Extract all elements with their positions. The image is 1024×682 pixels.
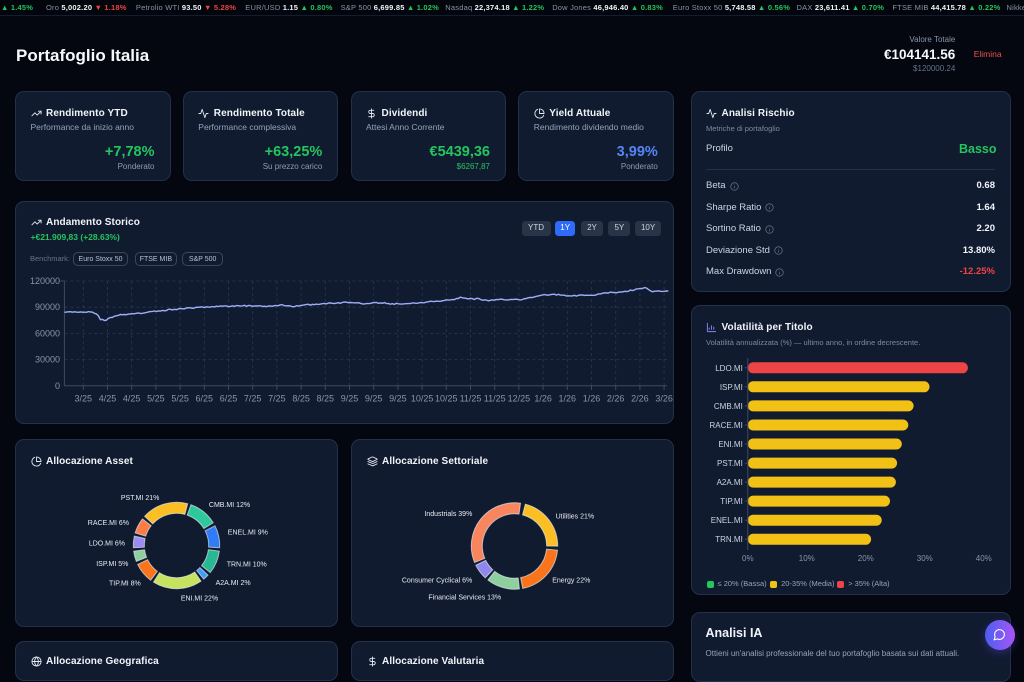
svg-text:Industrials 39%: Industrials 39% [424,511,472,518]
svg-text:ENEL.MI 9%: ENEL.MI 9% [228,529,268,536]
svg-text:120000: 120000 [30,276,60,286]
svg-text:3/25: 3/25 [75,393,93,403]
svg-text:20%: 20% [857,554,873,563]
svg-text:RACE.MI: RACE.MI [709,421,742,430]
svg-text:TRN.MI 10%: TRN.MI 10% [227,561,267,568]
svg-text:30000: 30000 [35,354,60,364]
svg-text:TRN.MI: TRN.MI [715,535,743,544]
svg-text:ENEL.MI: ENEL.MI [710,516,742,525]
svg-text:8/25: 8/25 [317,393,335,403]
svg-text:6/25: 6/25 [220,393,238,403]
svg-text:Consumer Cyclical 6%: Consumer Cyclical 6% [402,577,472,584]
svg-text:ISP.MI: ISP.MI [719,382,742,391]
svg-text:ENI.MI: ENI.MI [718,440,742,449]
svg-text:3/26: 3/26 [655,393,673,403]
svg-text:90000: 90000 [35,302,60,312]
svg-text:2/26: 2/26 [631,393,649,403]
svg-text:30%: 30% [916,554,932,563]
svg-text:5/25: 5/25 [147,393,165,403]
svg-text:5/25: 5/25 [171,393,189,403]
svg-text:A2A.MI 2%: A2A.MI 2% [216,580,251,587]
svg-text:LDO.MI 6%: LDO.MI 6% [89,540,125,547]
svg-text:1/26: 1/26 [559,393,577,403]
svg-text:CMB.MI: CMB.MI [713,401,742,410]
svg-text:10%: 10% [798,554,814,563]
svg-text:Utilities 21%: Utilities 21% [556,513,595,520]
svg-text:Financial Services 13%: Financial Services 13% [428,594,501,601]
svg-text:4/25: 4/25 [99,393,117,403]
svg-text:TIP.MI 8%: TIP.MI 8% [109,580,141,587]
svg-text:ISP.MI 5%: ISP.MI 5% [96,560,128,567]
svg-text:PST.MI: PST.MI [717,459,743,468]
svg-text:60000: 60000 [35,328,60,338]
svg-text:9/25: 9/25 [365,393,383,403]
svg-text:0%: 0% [742,554,754,563]
svg-text:RACE.MI 6%: RACE.MI 6% [88,519,129,526]
svg-text:A2A.MI: A2A.MI [716,478,742,487]
svg-text:9/25: 9/25 [341,393,359,403]
svg-text:6/25: 6/25 [196,393,214,403]
svg-text:2/26: 2/26 [607,393,625,403]
svg-text:7/25: 7/25 [268,393,286,403]
svg-text:11/25: 11/25 [484,393,506,403]
svg-text:8/25: 8/25 [292,393,310,403]
svg-text:9/25: 9/25 [389,393,407,403]
svg-text:40%: 40% [975,554,991,563]
svg-text:0: 0 [55,380,60,390]
svg-text:ENI.MI 22%: ENI.MI 22% [181,595,218,602]
svg-text:CMB.MI 12%: CMB.MI 12% [209,501,250,508]
svg-text:10/25: 10/25 [411,393,434,403]
svg-text:PST.MI 21%: PST.MI 21% [121,495,160,502]
svg-text:12/25: 12/25 [508,393,531,403]
svg-text:Energy 22%: Energy 22% [552,577,590,584]
svg-text:TIP.MI: TIP.MI [720,497,743,506]
svg-text:LDO.MI: LDO.MI [715,363,743,372]
svg-text:7/25: 7/25 [244,393,262,403]
svg-text:1/26: 1/26 [534,393,552,403]
svg-text:10/25: 10/25 [435,393,458,403]
svg-text:1/26: 1/26 [583,393,601,403]
svg-text:4/25: 4/25 [123,393,141,403]
svg-text:11/25: 11/25 [460,393,482,403]
